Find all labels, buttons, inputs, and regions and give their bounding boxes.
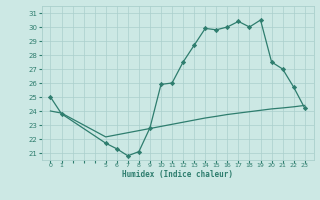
- X-axis label: Humidex (Indice chaleur): Humidex (Indice chaleur): [122, 170, 233, 179]
